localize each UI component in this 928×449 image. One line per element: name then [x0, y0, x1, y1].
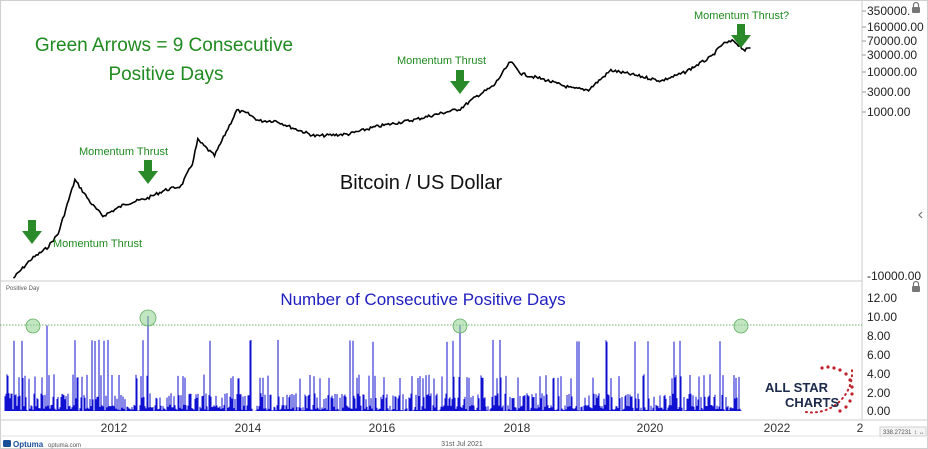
corner-readout-box	[879, 426, 927, 437]
brand-url: optuma.com	[48, 443, 81, 449]
y-label: 8.00	[867, 329, 891, 343]
y-label: 3000.00	[867, 85, 911, 99]
date-readout: 31st Jul 2021	[441, 441, 483, 448]
y-label: 350000.	[867, 4, 910, 18]
y-label: 4.00	[867, 367, 891, 381]
optuma-icon	[3, 440, 11, 447]
y-label: 30000.00	[867, 48, 917, 62]
x-label: 2014	[235, 421, 262, 435]
arrow-down-icon	[22, 220, 42, 244]
x-label: 2012	[101, 421, 128, 435]
headline-line1: Green Arrows = 9 Consecutive	[35, 35, 293, 56]
price-line	[12, 38, 751, 279]
x-label: 2	[857, 421, 864, 435]
chevron-left-icon[interactable]	[918, 211, 923, 219]
arrow-down-icon	[450, 70, 470, 94]
y-label: 10.00	[867, 310, 897, 324]
brand-name: Optuma	[13, 440, 44, 449]
panel-label: Positive Day	[6, 286, 39, 292]
x-label: 2020	[637, 421, 664, 435]
y-label: 6.00	[867, 348, 891, 362]
allstarcharts-logo: ALL STAR CHARTS	[765, 365, 854, 414]
y-label: 12.00	[867, 291, 897, 305]
annotation-momentum-2: Momentum Thrust	[79, 146, 168, 158]
y-label: 0.00	[867, 404, 891, 418]
annotation-momentum-3: Momentum Thrust	[397, 55, 486, 67]
logo-line1: ALL STAR	[765, 380, 829, 395]
y-label: 2.00	[867, 386, 891, 400]
price-series	[12, 38, 751, 279]
highlight-circle	[452, 318, 468, 334]
optuma-logo: Optuma optuma.com	[3, 440, 81, 449]
lock-icon[interactable]	[912, 1, 920, 14]
highlight-circle	[733, 318, 749, 334]
center-label: Bitcoin / US Dollar	[340, 172, 503, 194]
indicator-bars	[4, 316, 742, 411]
x-label: 2016	[369, 421, 396, 435]
indicator-title: Number of Consecutive Positive Days	[280, 290, 565, 309]
highlight-markers	[25, 309, 749, 334]
corner-value: 338.27231	[883, 430, 912, 436]
arrow-group	[22, 24, 751, 244]
highlight-circle	[25, 318, 41, 334]
x-label: 2018	[504, 421, 531, 435]
y-label: -10000.00	[867, 269, 921, 283]
arrow-down-icon	[731, 24, 751, 48]
x-axis: 2012 2014 2016 2018 2020 2022 2	[101, 421, 864, 435]
headline-line2: Positive Days	[108, 64, 223, 85]
y-label: 70000.00	[867, 34, 917, 48]
highlight-circle	[139, 309, 157, 327]
y-label: 1000.00	[867, 105, 911, 119]
logo-line2: CHARTS	[785, 395, 839, 410]
annotation-momentum-1: Momentum Thrust	[53, 238, 142, 250]
y-label: 160000.00	[867, 20, 924, 34]
arrow-down-icon	[138, 160, 158, 184]
x-label: 2022	[764, 421, 791, 435]
annotation-momentum-4: Momentum Thrust?	[694, 10, 789, 22]
corner-suffix: ↕ ↔	[914, 430, 925, 436]
upper-y-axis: 350000. 160000.00 70000.00 30000.00 1000…	[862, 4, 924, 283]
y-label: 10000.00	[867, 65, 917, 79]
lower-y-axis: 12.00 10.00 8.00 6.00 4.00 2.00 0.00	[867, 291, 897, 418]
lock-icon[interactable]	[912, 280, 920, 293]
